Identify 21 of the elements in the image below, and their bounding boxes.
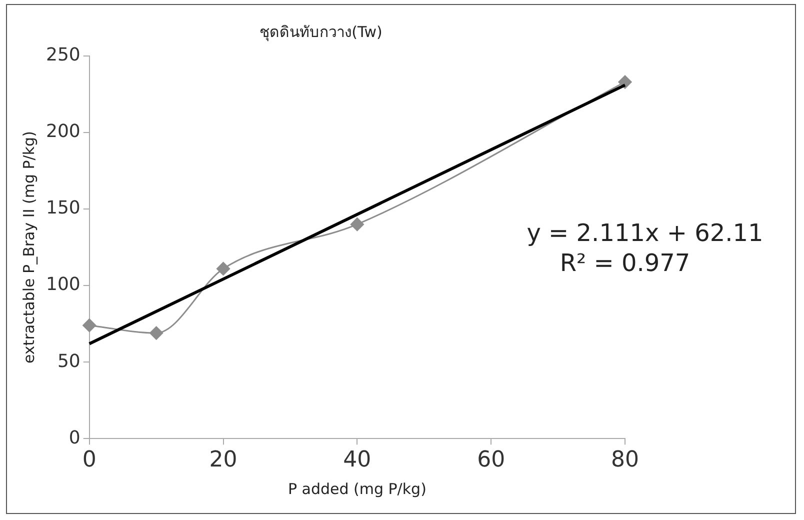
y-tick-label: 200: [46, 121, 80, 142]
y-tick-label: 100: [46, 274, 80, 296]
y-axis-title: extractable P_Bray II (mg P/kg): [20, 131, 38, 364]
x-tick-label: 20: [209, 448, 238, 473]
point: [350, 218, 364, 232]
x-tick-label: 60: [477, 448, 506, 473]
x-axis-title: P added (mg P/kg): [288, 480, 426, 498]
chart-title: ชุดดินทับกวาง(Tw): [260, 22, 382, 42]
y-tick-label: 250: [46, 44, 80, 66]
point: [150, 326, 164, 340]
point: [618, 75, 632, 89]
y-tick-label: 0: [68, 427, 80, 448]
x-tick-label: 80: [611, 448, 639, 473]
annotation: y = 2.111x + 62.11: [526, 219, 764, 247]
y-tick-label: 50: [57, 350, 80, 372]
y-tick-label: 150: [46, 198, 80, 219]
x-tick-label: 40: [343, 448, 372, 473]
point: [82, 318, 96, 332]
x-tick-label: 0: [82, 448, 96, 473]
point: [216, 262, 230, 276]
annotation: R² = 0.977: [560, 249, 690, 277]
